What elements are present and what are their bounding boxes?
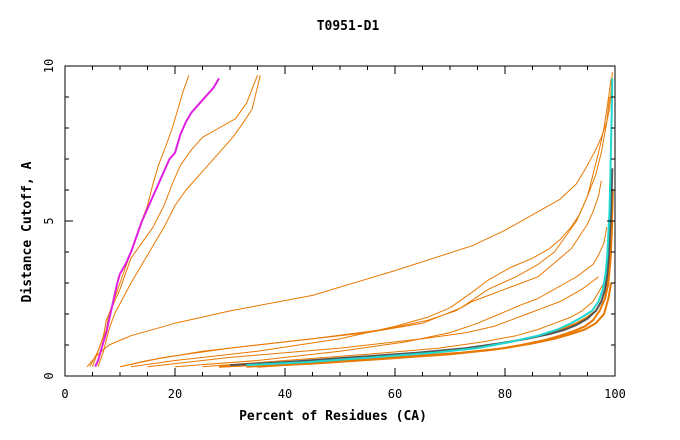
series-line-cyan xyxy=(246,78,614,367)
plot-frame xyxy=(64,65,616,377)
series-line-orange xyxy=(86,72,613,368)
x-tick-label: 100 xyxy=(604,387,626,401)
y-tick-label: 10 xyxy=(42,59,56,73)
series-line-orange xyxy=(92,75,258,367)
series-line-orange xyxy=(130,96,610,368)
x-tick-label: 20 xyxy=(168,387,182,401)
tick-layer: 0 20 40 60 80 100 0 5 10 xyxy=(42,59,626,401)
series-line-orange xyxy=(147,276,599,368)
series-line-orange xyxy=(119,78,612,368)
x-tick-label: 40 xyxy=(278,387,292,401)
series-line-orange xyxy=(257,282,613,368)
series-line-orange xyxy=(97,75,261,367)
y-tick-label: 0 xyxy=(42,372,56,379)
x-tick-label: 80 xyxy=(498,387,512,401)
y-tick-label: 5 xyxy=(42,217,56,224)
series-line-dark xyxy=(229,168,614,367)
series-line-orange xyxy=(89,75,190,367)
chart-title: T0951-D1 xyxy=(317,19,380,34)
series-line-orange xyxy=(119,180,602,368)
series-line-magenta xyxy=(94,77,220,368)
x-tick-label: 60 xyxy=(388,387,402,401)
x-axis-label: Percent of Residues (CA) xyxy=(239,409,427,424)
series-line-orange xyxy=(202,282,605,368)
x-tick-label: 0 xyxy=(61,387,68,401)
y-axis-label: Distance Cutoff, A xyxy=(20,161,35,302)
series-layer xyxy=(86,72,614,368)
series-line-orange xyxy=(174,227,608,368)
